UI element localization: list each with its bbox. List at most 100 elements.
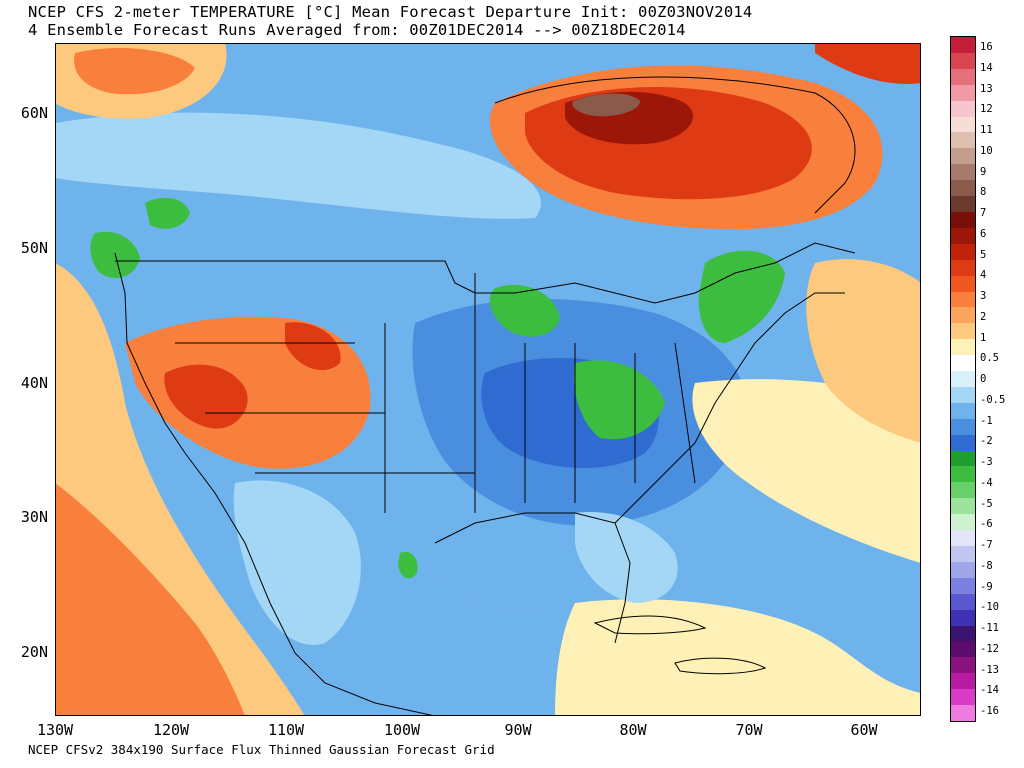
lat-label-20n: 20N xyxy=(20,643,48,661)
gulf-region xyxy=(435,518,603,614)
colorbar-swatch xyxy=(951,291,975,308)
colorbar-label: 7 xyxy=(980,207,987,219)
colorbar-swatch xyxy=(951,561,975,578)
colorbar-label: 0.5 xyxy=(980,352,999,365)
colorbar-label: 9 xyxy=(980,165,987,178)
colorbar-label: -3 xyxy=(980,456,993,468)
warm-alaska-core xyxy=(74,48,195,95)
lon-label-70w: 70W xyxy=(735,721,763,739)
cold-great-lakes-patch xyxy=(489,284,560,337)
colorbar-swatch xyxy=(951,323,975,340)
colorbar-label: -16 xyxy=(980,705,999,717)
colorbar-swatch xyxy=(951,530,975,547)
cold-appalachian-patch xyxy=(573,360,665,440)
lon-label-130w: 130W xyxy=(36,721,74,739)
colorbar-swatch xyxy=(951,100,975,117)
colorbar-swatch xyxy=(951,180,975,197)
colorbar xyxy=(950,36,976,722)
colorbar-swatch xyxy=(951,641,975,658)
colorbar-label: -13 xyxy=(980,663,999,676)
colorbar-label: 12 xyxy=(980,103,993,116)
warm-rockies-core xyxy=(285,322,341,371)
cold-new-england-patch xyxy=(698,250,785,343)
colorbar-label: 2 xyxy=(980,310,987,323)
colorbar-label: -2 xyxy=(980,435,993,448)
lon-label-60w: 60W xyxy=(850,721,878,739)
southeast-coast-region xyxy=(575,512,678,603)
colorbar-swatch xyxy=(951,148,975,165)
colorbar-label: -4 xyxy=(980,476,993,489)
colorbar-label: -8 xyxy=(980,559,993,572)
colorbar-swatch xyxy=(951,339,975,356)
colorbar-label: -0.5 xyxy=(980,393,1006,406)
colorbar-label: 14 xyxy=(980,61,993,74)
cool-mexico-region xyxy=(233,480,361,645)
colorbar-swatch xyxy=(951,450,975,467)
colorbar-swatch xyxy=(951,593,975,610)
chart-title: NCEP CFS 2-meter TEMPERATURE [°C] Mean F… xyxy=(28,3,753,21)
colorbar-swatch xyxy=(951,84,975,101)
lon-label-120w: 120W xyxy=(152,721,190,739)
colorbar-swatch xyxy=(951,52,975,69)
colorbar-swatch xyxy=(951,546,975,563)
colorbar-swatch xyxy=(951,657,975,674)
colorbar-label: 3 xyxy=(980,290,987,302)
chart-subtitle: 4 Ensemble Forecast Runs Averaged from: … xyxy=(28,21,686,39)
lon-label-100w: 100W xyxy=(383,721,421,739)
colorbar-label: -1 xyxy=(980,414,993,427)
colorbar-swatch xyxy=(951,116,975,133)
warm-pacific-core xyxy=(55,483,245,716)
colorbar-swatch xyxy=(951,498,975,515)
colorbar-swatch xyxy=(951,673,975,690)
colorbar-swatch xyxy=(951,434,975,451)
colorbar-swatch xyxy=(951,609,975,626)
cold-mexico-patch xyxy=(398,551,418,579)
lat-label-30n: 30N xyxy=(20,508,48,526)
colorbar-label: -14 xyxy=(980,684,999,697)
colorbar-label: 11 xyxy=(980,124,993,136)
colorbar-label: -6 xyxy=(980,518,993,531)
lat-label-60n: 60N xyxy=(20,104,48,122)
colorbar-label: 10 xyxy=(980,144,993,157)
footer-source: NCEP CFSv2 384x190 Surface Flux Thinned … xyxy=(28,742,495,757)
colorbar-swatch xyxy=(951,705,975,722)
warm-hudson-max xyxy=(572,93,640,117)
colorbar-swatch xyxy=(951,227,975,244)
atlantic-warm-region xyxy=(806,259,921,443)
colorbar-swatch xyxy=(951,132,975,149)
coastlines-borders xyxy=(114,76,856,716)
colorbar-label: -7 xyxy=(980,539,993,551)
colorbar-swatch xyxy=(951,402,975,419)
atlantic-pale-region xyxy=(692,379,921,563)
colorbar-label: 5 xyxy=(980,248,987,261)
colorbar-label: 6 xyxy=(980,227,987,240)
colorbar-label: -12 xyxy=(980,642,999,655)
colorbar-swatch xyxy=(951,307,975,324)
colorbar-label: -10 xyxy=(980,601,999,614)
colorbar-label: 16 xyxy=(980,41,993,53)
colorbar-label: 1 xyxy=(980,331,987,344)
colorbar-swatch xyxy=(951,164,975,181)
lon-label-80w: 80W xyxy=(619,721,647,739)
colorbar-swatch xyxy=(951,37,975,53)
colorbar-swatch xyxy=(951,371,975,388)
colorbar-swatch xyxy=(951,211,975,228)
colorbar-swatch xyxy=(951,625,975,642)
colorbar-swatch xyxy=(951,482,975,499)
colorbar-swatch xyxy=(951,275,975,292)
cool-band-canada xyxy=(55,112,541,219)
colorbar-swatch xyxy=(951,259,975,276)
map-frame xyxy=(55,43,921,716)
colorbar-swatch xyxy=(951,243,975,260)
colorbar-label: 4 xyxy=(980,269,987,282)
colorbar-label: 13 xyxy=(980,82,993,95)
colorbar-label: 8 xyxy=(980,186,987,199)
colorbar-swatch xyxy=(951,466,975,483)
colorbar-swatch xyxy=(951,386,975,403)
colorbar-label: 0 xyxy=(980,373,987,385)
colorbar-swatch xyxy=(951,196,975,213)
lon-label-90w: 90W xyxy=(504,721,532,739)
caribbean-pale-region xyxy=(555,599,921,716)
colorbar-label: -9 xyxy=(980,580,993,593)
colorbar-swatch xyxy=(951,514,975,531)
